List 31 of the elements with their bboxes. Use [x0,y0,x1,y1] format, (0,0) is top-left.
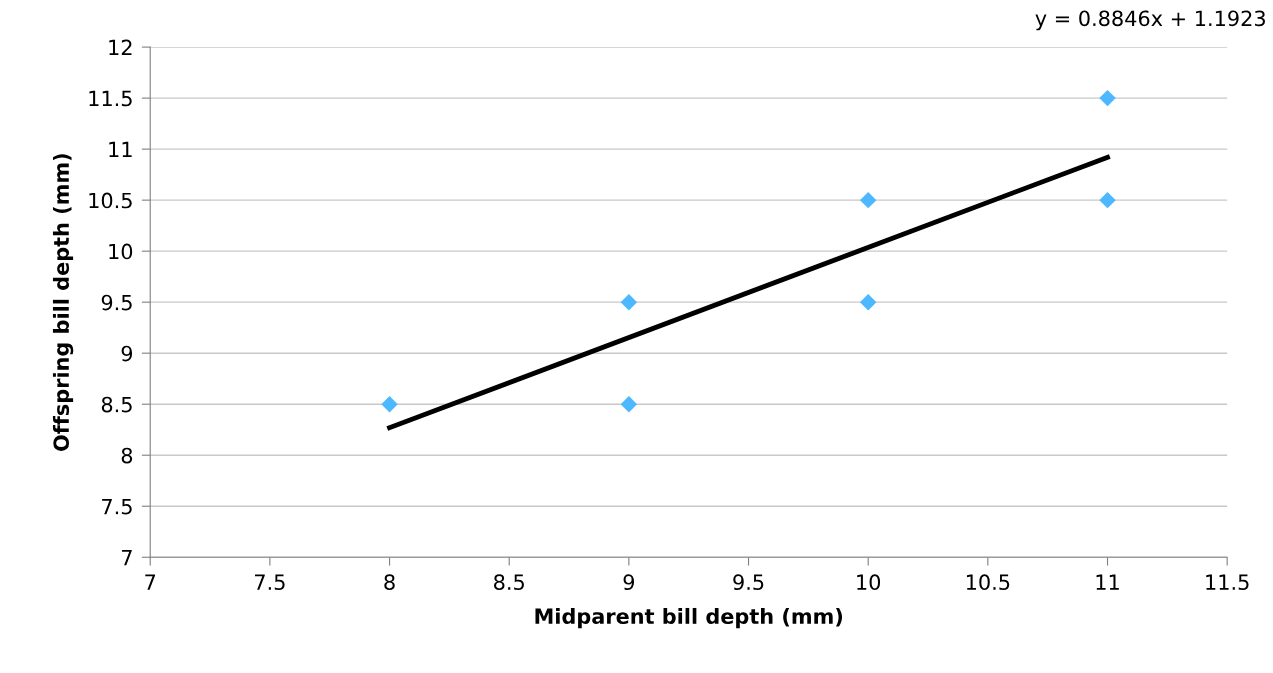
y-axis-title: Offspring bill depth (mm) [52,154,74,451]
y-tick-label: 7 [122,549,132,566]
point [381,395,398,413]
x-tick-label: 7.5 [255,574,285,591]
text: y = 0.8846x + 1.1923 [1035,10,1265,31]
point [1099,89,1116,107]
y-tick-label: 8 [121,447,133,464]
y-tick-label: 7.5 [102,498,132,515]
point [620,293,638,311]
x-tick-label: 8.5 [494,574,524,591]
y-tick-label: 9 [121,345,133,362]
x-tick-label: 10 [857,574,881,591]
y-tick-label: 10.5 [89,192,132,209]
x-tick-label: 8 [384,574,395,591]
x-tick-label: 9.5 [733,574,764,591]
x-tick-label: 11 [1096,574,1119,590]
y-tick-label: 8.5 [101,396,132,413]
x-tick-label: 10.5 [966,574,1010,591]
point [1099,191,1116,209]
y-tick-label: 10 [109,243,133,260]
x-tick-label: 7 [145,574,156,590]
y-tick-label: 11.5 [89,90,132,107]
x-axis-title: Midparent bill depth (mm) [535,607,843,629]
point [620,395,638,413]
point [859,191,877,209]
y-tick-label: 12 [109,39,132,56]
x-tick-label: 11.5 [1206,574,1249,591]
x-tick-label: 9 [623,574,635,591]
point [859,293,877,311]
y-tick-label: 11 [109,141,132,158]
y-tick-label: 9.5 [101,294,132,311]
